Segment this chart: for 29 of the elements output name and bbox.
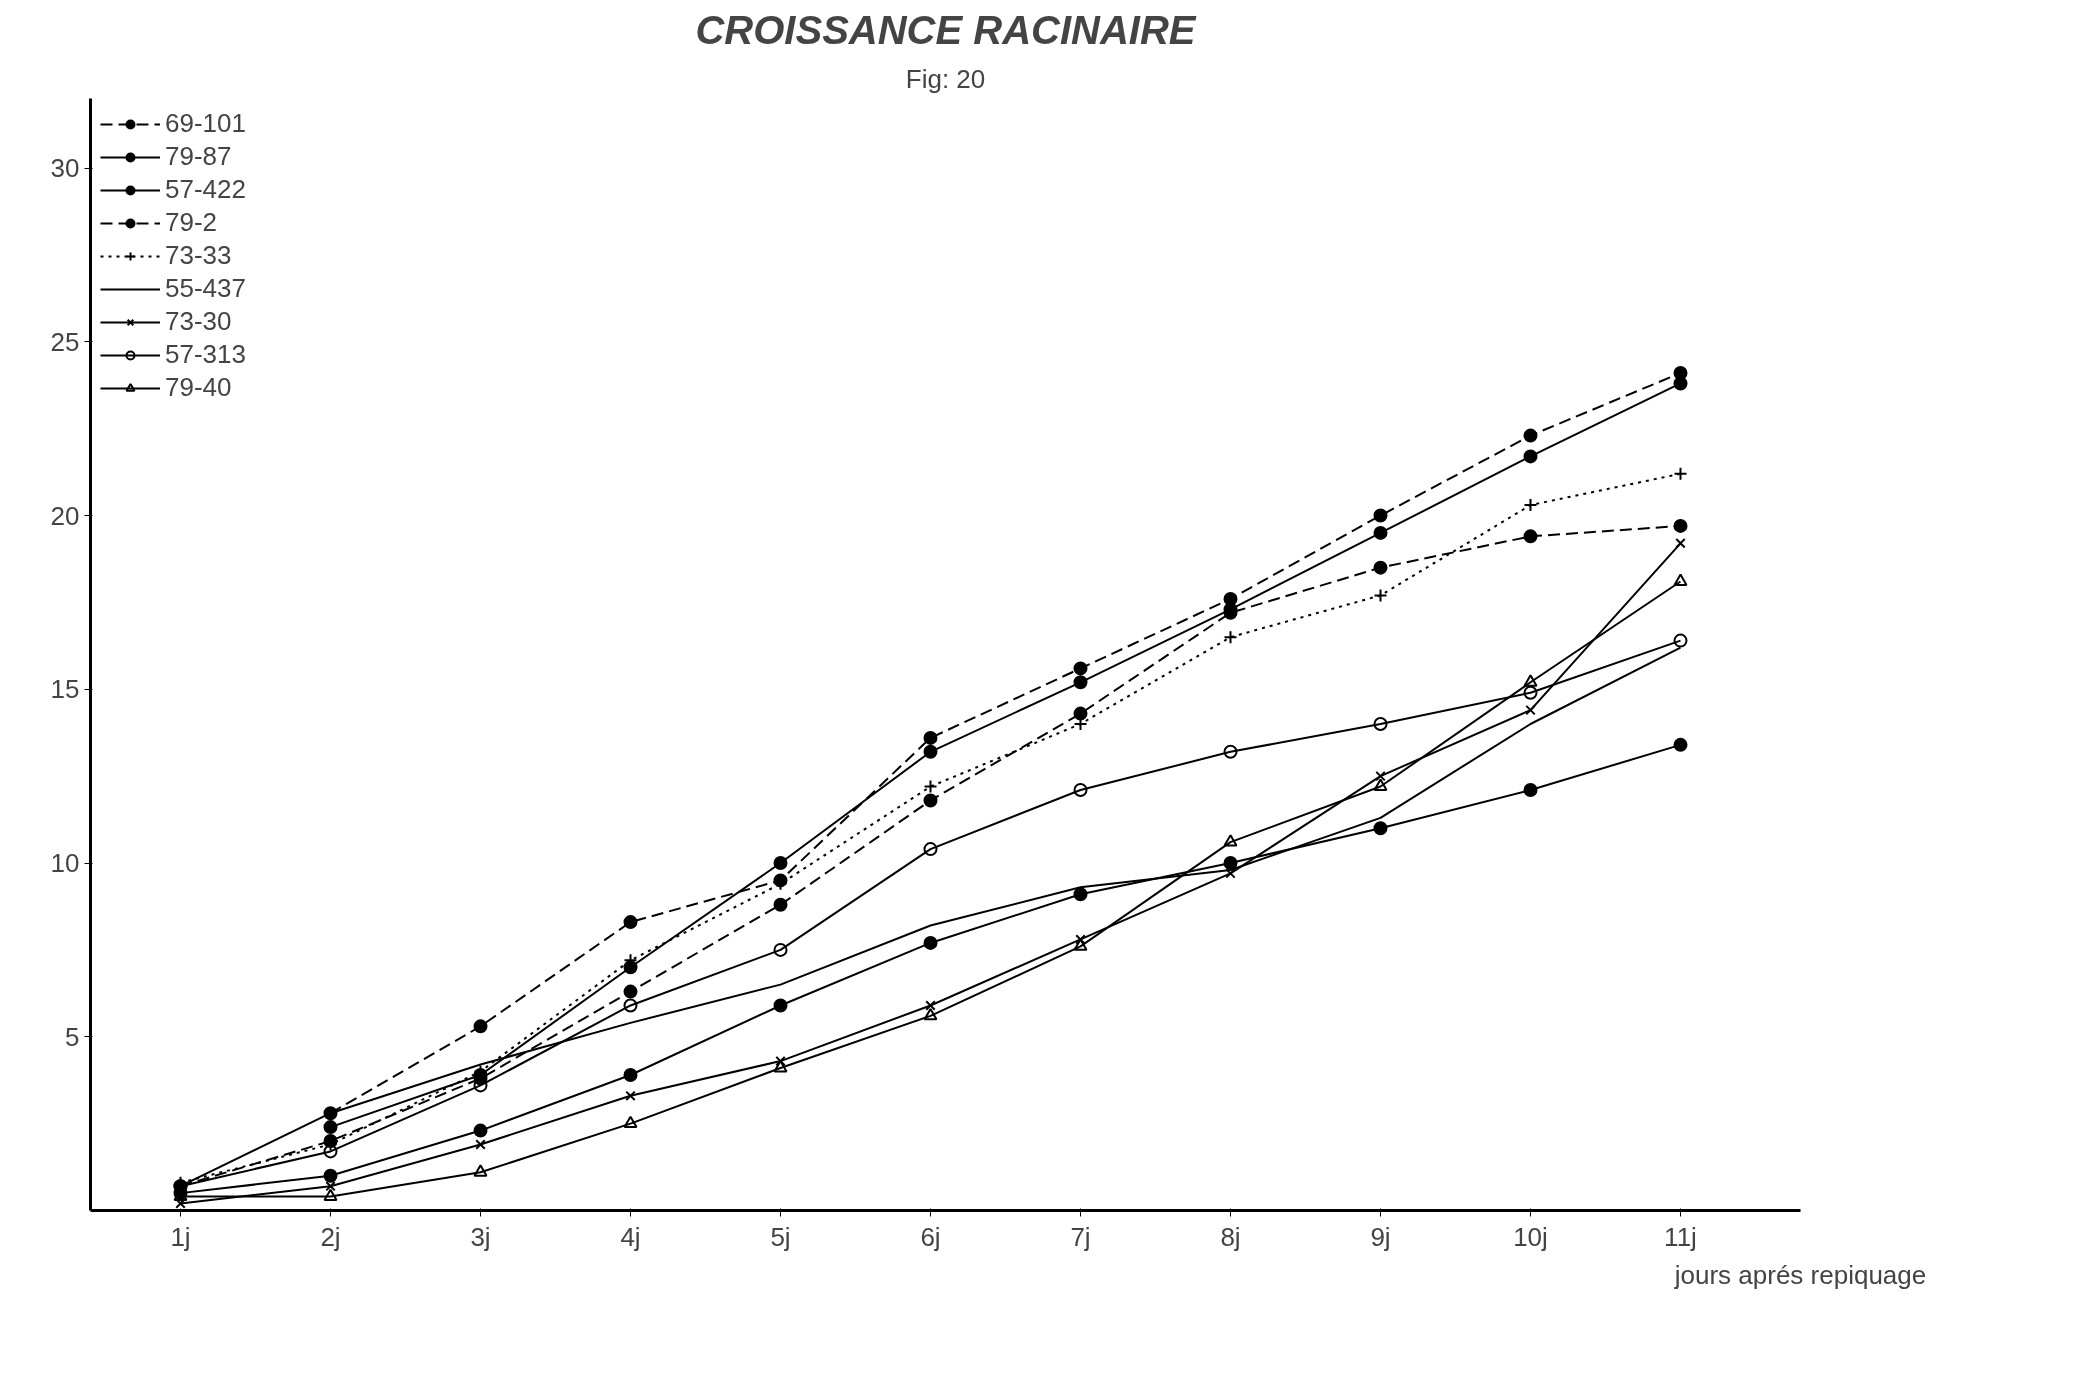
x-tick-label: 1j [170, 1221, 191, 1252]
x-tick-label: 7j [1070, 1221, 1091, 1252]
legend-label: 55-437 [165, 273, 246, 304]
legend-label: 57-313 [165, 339, 246, 370]
x-tick-label: 5j [770, 1221, 791, 1252]
legend-label: 79-40 [165, 372, 232, 403]
x-tick-label: 3j [470, 1221, 491, 1252]
legend-label: 73-30 [165, 306, 232, 337]
y-tick-label: 5 [65, 1021, 80, 1052]
y-tick-label: 30 [50, 153, 80, 183]
x-tick-label: 10j [1513, 1221, 1548, 1252]
legend-label: 73-33 [165, 240, 232, 271]
chart-subtitle: Fig: 20 [905, 63, 986, 94]
y-tick-label: 25 [50, 326, 80, 357]
x-tick-label: 8j [1220, 1221, 1241, 1252]
chart-title: CROISSANCE RACINAIRE [695, 7, 1197, 52]
x-tick-label: 9j [1370, 1221, 1391, 1252]
legend-label: 79-87 [165, 141, 232, 172]
x-tick-label: 11j [1664, 1221, 1697, 1252]
x-tick-label: 4j [620, 1221, 641, 1252]
x-axis-title: jours aprés repiquage [1673, 1259, 1927, 1290]
y-tick-label: 20 [50, 500, 80, 531]
x-tick-label: 2j [320, 1221, 341, 1252]
y-tick-label: 15 [50, 674, 80, 705]
x-tick-label: 6j [920, 1221, 941, 1252]
y-tick-label: 10 [50, 848, 80, 878]
legend-label: 57-422 [165, 174, 246, 205]
legend-label: 69-101 [165, 108, 246, 139]
legend-label: 79-2 [165, 207, 218, 238]
